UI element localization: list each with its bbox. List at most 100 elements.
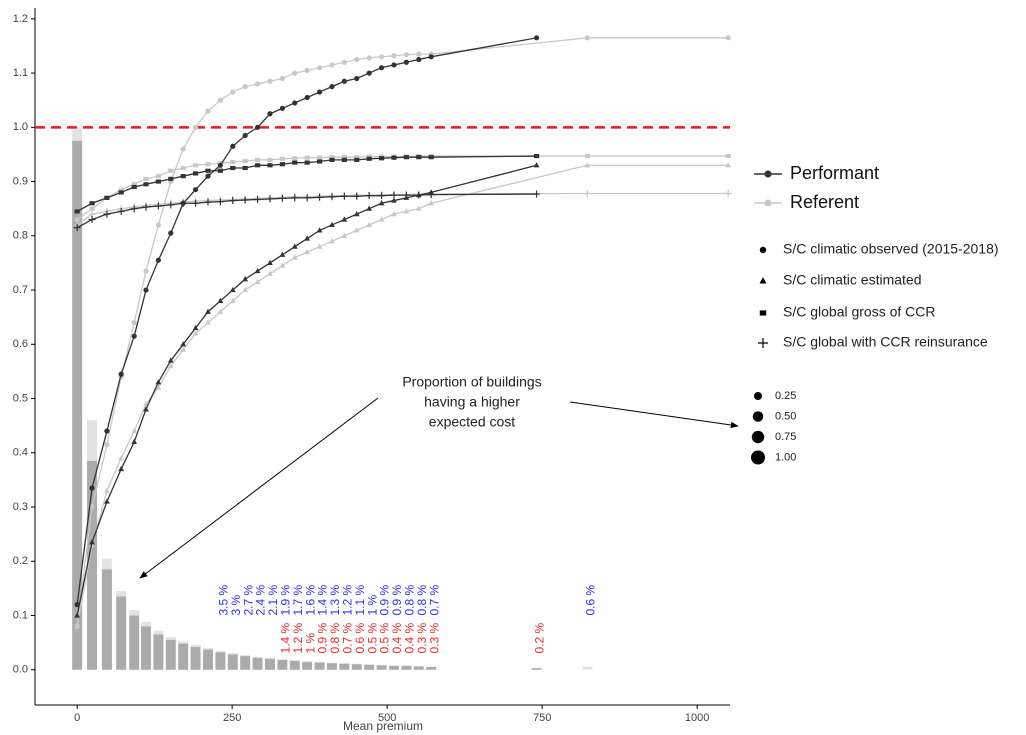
legend-label: Referent: [790, 192, 859, 212]
point: [329, 62, 335, 68]
point: [316, 243, 323, 249]
point: [74, 612, 81, 618]
point: [180, 146, 186, 152]
point: [341, 232, 348, 238]
point: [316, 193, 324, 201]
point: [130, 205, 138, 213]
x-axis-label: Mean premium: [343, 719, 423, 733]
percent-label: 0.8 %: [415, 584, 429, 615]
point: [533, 162, 540, 168]
point: [353, 192, 361, 200]
legend-marker: [758, 338, 768, 348]
point: [89, 201, 95, 206]
point: [583, 190, 591, 198]
point: [167, 362, 174, 369]
percent-label: 1.1 %: [353, 584, 367, 615]
bar: [129, 615, 140, 670]
bar: [141, 626, 151, 670]
bar: [87, 460, 97, 670]
point: [366, 156, 372, 161]
point: [354, 155, 360, 160]
point: [378, 54, 385, 60]
point: [378, 192, 386, 200]
point: [366, 221, 373, 228]
size-legend-marker: [751, 450, 765, 465]
point: [341, 157, 347, 162]
point: [304, 94, 310, 101]
line: [76, 37, 537, 605]
percent-label: 0.4 %: [403, 622, 417, 653]
y-tick-label: 0.8: [13, 230, 28, 242]
point: [104, 487, 110, 493]
point: [416, 155, 422, 160]
percent-label: 0.6 %: [584, 584, 598, 615]
point: [533, 153, 540, 159]
point: [279, 262, 286, 268]
point: [118, 455, 125, 461]
point: [217, 308, 224, 314]
point: [304, 248, 311, 255]
percent-label: 0.4 %: [390, 622, 404, 653]
point: [267, 111, 273, 117]
point: [118, 371, 124, 377]
x-tick-label: 1000: [685, 712, 709, 724]
percent-label: 0.2 %: [533, 622, 547, 653]
point: [143, 287, 149, 293]
point: [533, 35, 540, 41]
point: [291, 254, 298, 260]
point: [118, 465, 125, 472]
point: [205, 319, 211, 325]
percent-label: 0.8 %: [403, 584, 417, 615]
bar: [339, 663, 350, 670]
point: [378, 200, 385, 206]
point: [329, 155, 335, 160]
point: [242, 276, 249, 282]
point: [366, 70, 372, 76]
point: [74, 623, 81, 629]
point: [143, 406, 149, 412]
bar: [289, 661, 300, 670]
point: [168, 230, 174, 236]
point: [88, 216, 96, 224]
point: [415, 191, 423, 199]
point: [192, 330, 199, 336]
point: [279, 162, 285, 167]
arrow: [569, 401, 739, 429]
point: [267, 163, 273, 168]
point: [267, 270, 273, 276]
percent-label: 0.7 %: [341, 622, 355, 653]
legend-marker: [759, 246, 767, 254]
bar: [203, 649, 213, 670]
point: [267, 259, 273, 266]
point: [131, 438, 138, 445]
point: [316, 89, 323, 95]
legend-label: S/C global gross of CCR: [783, 304, 936, 320]
point: [205, 108, 211, 114]
percent-label: 2.4 %: [254, 584, 268, 615]
point: [180, 165, 186, 171]
point: [254, 195, 262, 203]
point: [205, 308, 211, 314]
point: [242, 158, 248, 164]
bar: [277, 659, 288, 670]
bar: [376, 665, 387, 670]
bar: [215, 652, 226, 670]
bar: [240, 656, 251, 670]
point: [329, 221, 335, 228]
legend-label: S/C climatic estimated: [783, 272, 921, 288]
point: [180, 341, 187, 347]
point: [254, 81, 261, 87]
legend-label: Performant: [790, 163, 879, 183]
point: [167, 357, 174, 363]
point: [254, 278, 261, 284]
point: [192, 324, 199, 331]
point: [391, 62, 397, 68]
point: [403, 208, 410, 214]
point: [131, 427, 138, 434]
point: [279, 251, 286, 257]
bar: [116, 596, 127, 670]
point: [167, 201, 175, 209]
point: [584, 153, 591, 159]
point: [117, 207, 125, 215]
point: [267, 78, 273, 84]
